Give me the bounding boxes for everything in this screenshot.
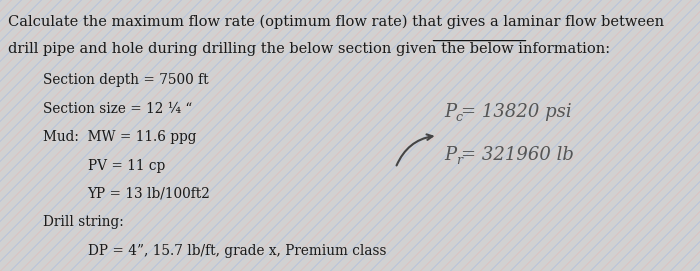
- Text: Drill string:: Drill string:: [43, 215, 124, 230]
- Text: Section size = 12 ¼ “: Section size = 12 ¼ “: [43, 102, 193, 116]
- Text: = 13820 psi: = 13820 psi: [461, 103, 571, 121]
- Text: P: P: [444, 103, 456, 121]
- Text: drill pipe and hole during drilling the below section given the below informatio: drill pipe and hole during drilling the …: [8, 42, 610, 56]
- Text: DP = 4”, 15.7 lb/ft, grade x, Premium class: DP = 4”, 15.7 lb/ft, grade x, Premium cl…: [88, 244, 386, 258]
- Text: Mud:  MW = 11.6 ppg: Mud: MW = 11.6 ppg: [43, 130, 197, 144]
- Text: r: r: [456, 154, 462, 167]
- Text: c: c: [456, 111, 463, 124]
- Text: Section depth = 7500 ft: Section depth = 7500 ft: [43, 73, 209, 87]
- Text: Calculate the maximum flow rate (optimum flow rate) that gives a laminar flow be: Calculate the maximum flow rate (optimum…: [8, 15, 664, 29]
- Text: PV = 11 cp: PV = 11 cp: [88, 159, 164, 173]
- Text: P: P: [444, 146, 456, 164]
- Text: = 321960 lb: = 321960 lb: [461, 146, 573, 164]
- Text: YP = 13 lb/100ft2: YP = 13 lb/100ft2: [88, 187, 211, 201]
